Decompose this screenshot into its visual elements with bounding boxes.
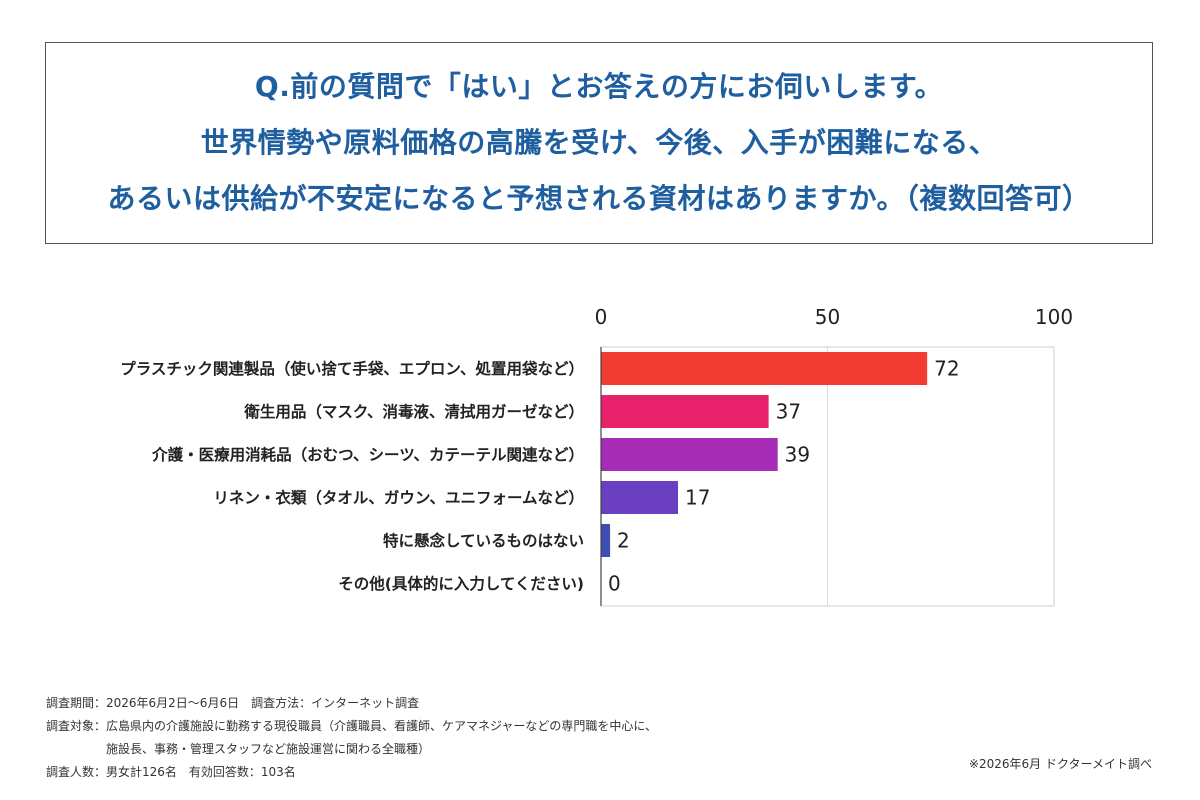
source-note: ※2026年6月 ドクターメイト調べ <box>968 757 1152 771</box>
x-tick-label: 50 <box>815 305 840 329</box>
data-label: 37 <box>776 400 801 424</box>
bar <box>601 352 928 385</box>
x-tick-label: 0 <box>595 305 608 329</box>
data-label: 72 <box>934 357 959 381</box>
question-line-2: 世界情勢や原料価格の高騰を受け、今後、入手が困難になる、 <box>200 126 998 159</box>
question-box: Q.前の質問で「はい」とお答えの方にお伺いします。 世界情勢や原料価格の高騰を受… <box>45 42 1153 244</box>
survey-period-note: 調査期間：2026年6月2日〜6月6日 調査方法：インターネット調査 <box>46 696 420 710</box>
data-label: 0 <box>608 572 621 596</box>
category-label: 介護・医療用消耗品（おむつ、シーツ、カテーテル関連など） <box>151 445 584 464</box>
survey-target-note: 調査対象：広島県内の介護施設に勤務する現役職員（介護職員、看護師、ケアマネジャー… <box>46 719 658 733</box>
bar <box>601 524 611 557</box>
survey-respondents-note: 調査人数：男女計126名 有効回答数：103名 <box>46 765 296 779</box>
category-label: その他(具体的に入力してください) <box>338 574 584 593</box>
category-label: 衛生用品（マスク、消毒液、清拭用ガーゼなど） <box>243 402 584 421</box>
bar <box>601 481 679 514</box>
category-label: リネン・衣類（タオル、ガウン、ユニフォームなど） <box>213 488 584 507</box>
category-label: プラスチック関連製品（使い捨て手袋、エプロン、処置用袋など） <box>120 359 584 378</box>
category-label: 特に懸念しているものはない <box>383 531 584 550</box>
survey-target-note-continued: 施設長、事務・管理スタッフなど施設運営に関わる全職種） <box>106 742 431 756</box>
survey-notes: 調査期間：2026年6月2日〜6月6日 調査方法：インターネット調査 調査対象：… <box>46 692 657 784</box>
x-tick-label: 100 <box>1035 305 1073 329</box>
data-label: 39 <box>785 443 810 467</box>
question-line-1: Q.前の質問で「はい」とお答えの方にお伺いします。 <box>254 70 944 103</box>
data-label: 17 <box>685 486 710 510</box>
question-line-3: あるいは供給が不安定になると予想される資材はありますか。（複数回答可） <box>107 182 1091 215</box>
bar <box>601 438 778 471</box>
data-label: 2 <box>617 529 630 553</box>
bar <box>601 395 769 428</box>
